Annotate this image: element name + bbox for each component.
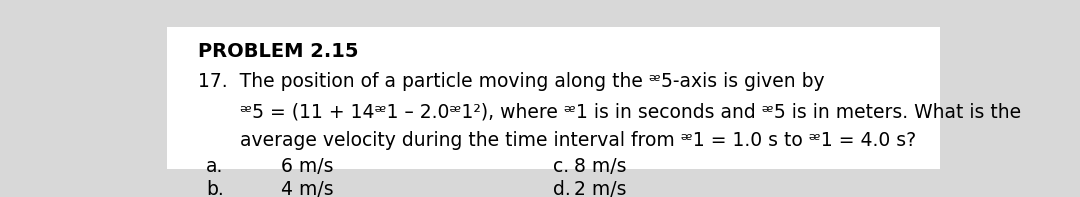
Text: PROBLEM 2.15: PROBLEM 2.15	[198, 42, 359, 61]
Text: 6 m/s: 6 m/s	[282, 157, 334, 176]
Text: 4 m/s: 4 m/s	[282, 180, 334, 197]
Text: 2 m/s: 2 m/s	[575, 180, 626, 197]
Text: d.: d.	[554, 180, 571, 197]
Text: 8 m/s: 8 m/s	[575, 157, 626, 176]
Text: 17.  The position of a particle moving along the ᵆ5-axis is given by: 17. The position of a particle moving al…	[198, 72, 824, 91]
Text: c.: c.	[554, 157, 569, 176]
Text: ᵆ5 = (11 + 14ᵆ1 – 2.0ᵆ1²), where ᵆ1 is in seconds and ᵆ5 is in meters. What is t: ᵆ5 = (11 + 14ᵆ1 – 2.0ᵆ1²), where ᵆ1 is i…	[198, 102, 1021, 122]
FancyBboxPatch shape	[166, 27, 941, 169]
Text: average velocity during the time interval from ᵆ1 = 1.0 s to ᵆ1 = 4.0 s?: average velocity during the time interva…	[198, 131, 916, 150]
Text: b.: b.	[206, 180, 224, 197]
Text: a.: a.	[206, 157, 224, 176]
